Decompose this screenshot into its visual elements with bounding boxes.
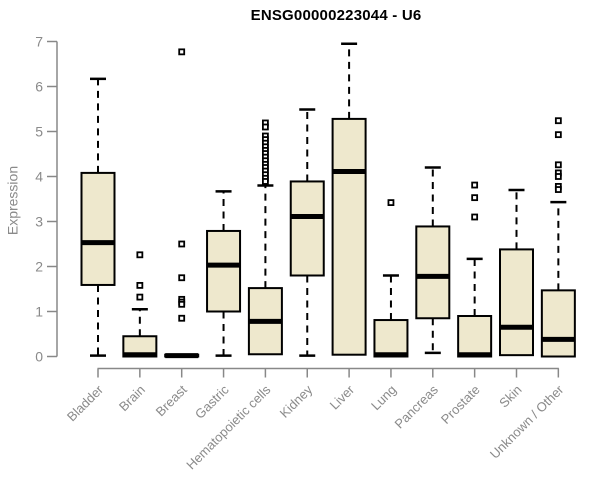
- chart-title: ENSG00000223044 - U6: [250, 7, 422, 24]
- outlier-point: [261, 123, 269, 131]
- iqr-box: [206, 229, 242, 313]
- x-category-label: Liver: [327, 382, 358, 413]
- outlier-point: [471, 213, 479, 221]
- iqr-box: [499, 248, 534, 357]
- outlier-point: [178, 48, 186, 56]
- boxplot-breast: [164, 48, 200, 359]
- x-category-label: Bladder: [64, 382, 107, 425]
- boxplot-kidney: [289, 108, 325, 357]
- outlier-point: [178, 314, 186, 322]
- y-tick-label: 4: [35, 169, 43, 185]
- x-category-label: Unknown / Other: [487, 382, 567, 462]
- iqr-box: [80, 171, 116, 286]
- x-category-label: Prostate: [438, 382, 483, 427]
- x-category-label: Brain: [116, 382, 148, 414]
- x-category-label: Gastric: [192, 382, 232, 422]
- x-category-label: Kidney: [277, 382, 316, 421]
- boxplot-unknown-other: [540, 117, 576, 358]
- y-tick-label: 3: [35, 214, 43, 230]
- outlier-point: [178, 300, 186, 308]
- outlier-point: [136, 251, 144, 259]
- boxplot-gastric: [206, 190, 242, 357]
- y-tick-label: 5: [35, 124, 43, 140]
- boxplot-pancreas: [415, 166, 451, 355]
- y-tick-label: 6: [35, 79, 43, 95]
- outlier-point: [136, 281, 144, 289]
- iqr-box: [415, 225, 451, 320]
- boxplot-prostate: [457, 181, 493, 358]
- outlier-point: [554, 173, 562, 180]
- x-category-label: Pancreas: [391, 382, 441, 432]
- outlier-point: [471, 194, 479, 202]
- boxplot-bladder: [80, 77, 116, 357]
- outlier-point: [554, 117, 562, 125]
- y-tick-label: 7: [35, 34, 43, 50]
- x-category-label: Breast: [153, 382, 190, 419]
- y-tick-label: 1: [35, 304, 43, 320]
- iqr-box: [457, 315, 493, 358]
- outlier-point: [261, 178, 269, 185]
- iqr-box: [373, 319, 409, 358]
- outlier-point: [554, 186, 562, 193]
- boxplot-brain: [122, 251, 158, 358]
- outlier-point: [554, 131, 562, 139]
- boxplot-hematopoietic-cells: [247, 119, 283, 356]
- iqr-box: [289, 180, 325, 277]
- outlier-point: [387, 199, 395, 207]
- outlier-point: [471, 181, 479, 189]
- x-category-label: Lung: [368, 382, 399, 413]
- boxplot-liver: [331, 42, 367, 356]
- boxplot-lung: [373, 199, 409, 358]
- y-axis: 0 1 2 3 4 5 6 7: [35, 34, 58, 365]
- x-category-label: Skin: [496, 382, 524, 410]
- outlier-point: [178, 240, 186, 248]
- iqr-box: [540, 289, 576, 358]
- boxplot-skin: [499, 188, 534, 357]
- y-tick-label: 0: [35, 349, 43, 365]
- outlier-point: [136, 293, 144, 301]
- y-tick-label: 2: [35, 259, 43, 275]
- outlier-point: [554, 161, 562, 169]
- outlier-point: [178, 274, 186, 282]
- iqr-box: [331, 117, 367, 356]
